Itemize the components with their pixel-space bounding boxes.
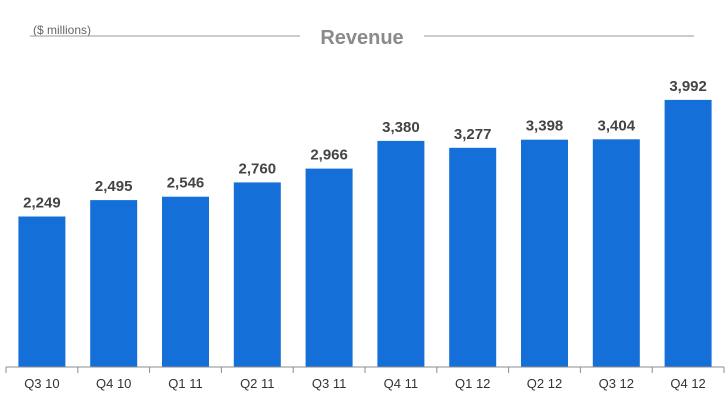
- value-label-q4-11: 3,380: [382, 119, 420, 136]
- x-tick-label-q1-11: Q1 11: [168, 376, 202, 391]
- bar-q3-10: [18, 216, 66, 367]
- chart-title: Revenue: [320, 27, 403, 49]
- value-label-q1-12: 3,277: [454, 126, 492, 143]
- x-tick-label-q3-10: Q3 10: [24, 376, 59, 391]
- x-tick-label-q4-11: Q4 11: [384, 376, 418, 391]
- bar-q4-12: [664, 99, 712, 368]
- value-label-q2-11: 2,760: [239, 160, 277, 177]
- bar-q1-11: [162, 196, 209, 367]
- bars-layer: [18, 99, 712, 368]
- value-label-q4-12: 3,992: [669, 78, 707, 95]
- x-tick-label-q3-11: Q3 11: [312, 376, 346, 391]
- unit-label: ($ millions): [33, 23, 91, 37]
- value-labels-layer: 2,249 2,495 2,546 2,760 2,966 3,380 3,277 3,398…: [23, 78, 707, 212]
- value-label-q2-12: 3,398: [526, 118, 564, 135]
- value-label-q4-10: 2,495: [95, 178, 133, 195]
- bar-q1-12: [449, 147, 497, 367]
- x-tick-label-q3-12: Q3 12: [599, 376, 634, 391]
- x-tick-label-q1-12: Q1 12: [455, 376, 490, 391]
- bar-q3-12: [592, 139, 640, 367]
- value-label-q3-10: 2,249: [23, 195, 61, 212]
- bar-q4-10: [90, 200, 138, 367]
- x-tick-label-q2-12: Q2 12: [527, 376, 562, 391]
- x-tick-label-q2-11: Q2 11: [240, 376, 274, 391]
- x-axis-tick-labels: Q3 10 Q4 10 Q1 11 Q2 11 Q3 11 Q4 11 Q1 12 Q2 12…: [24, 376, 706, 391]
- bar-q3-11: [305, 168, 353, 367]
- x-axis-ticks: [5, 367, 725, 373]
- bar-q2-12: [521, 139, 568, 367]
- x-tick-label-q4-10: Q4 10: [96, 376, 131, 391]
- value-label-q3-12: 3,404: [598, 117, 636, 134]
- bar-q2-11: [233, 182, 281, 367]
- value-label-q1-11: 2,546: [167, 175, 205, 192]
- bar-q4-11: [377, 140, 425, 367]
- x-tick-label-q4-12: Q4 12: [670, 376, 705, 391]
- value-label-q3-11: 2,966: [310, 147, 348, 164]
